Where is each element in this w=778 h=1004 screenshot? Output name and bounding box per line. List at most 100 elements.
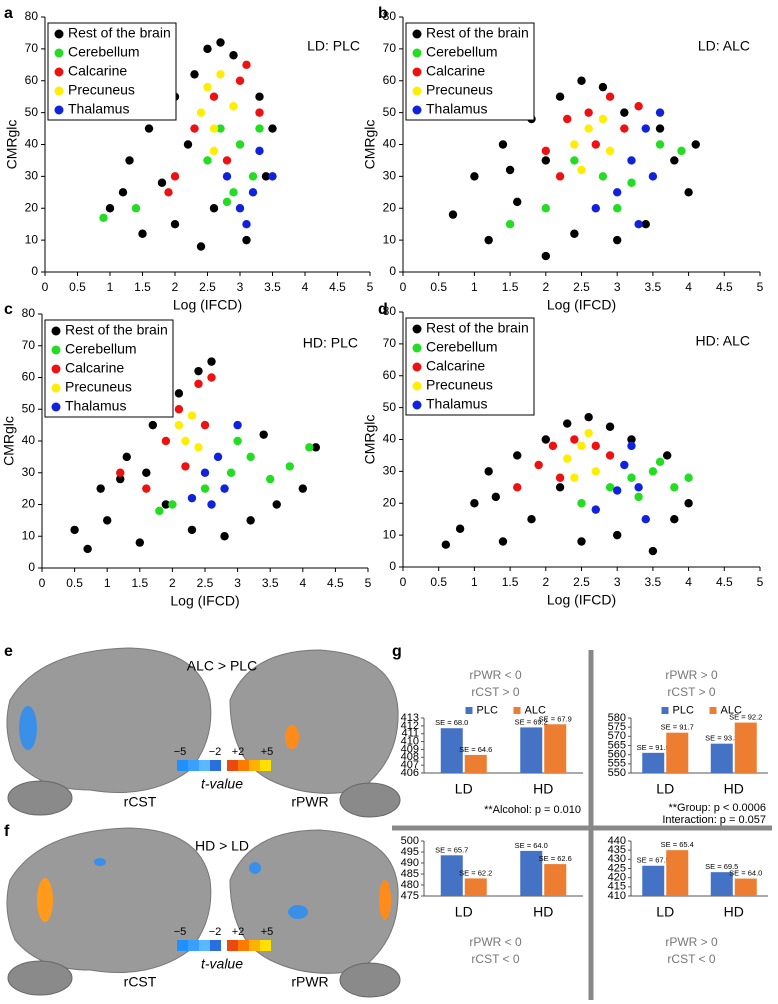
y-tick-label: 40 bbox=[22, 433, 36, 447]
point bbox=[183, 140, 193, 149]
colorbar bbox=[260, 760, 271, 771]
point bbox=[648, 172, 658, 181]
point bbox=[620, 124, 629, 133]
y-tick-label: 580 bbox=[608, 712, 626, 724]
annotation: LD: PLC bbox=[307, 38, 360, 54]
point bbox=[563, 419, 572, 428]
bar bbox=[710, 743, 733, 773]
point bbox=[161, 500, 171, 509]
y-tick-label: 10 bbox=[383, 232, 397, 246]
point bbox=[222, 172, 232, 181]
colorbar bbox=[260, 940, 271, 951]
bar bbox=[544, 864, 567, 896]
colorbar bbox=[249, 760, 260, 771]
x-tick-label: 2 bbox=[169, 576, 176, 590]
point bbox=[584, 108, 593, 117]
point bbox=[584, 428, 593, 438]
x-tick-label: HD bbox=[724, 781, 744, 797]
legend-label: Cerebellum bbox=[426, 339, 498, 355]
point bbox=[255, 92, 264, 101]
point bbox=[598, 114, 608, 124]
annotation: LD: ALC bbox=[698, 38, 750, 54]
point bbox=[577, 441, 586, 451]
x-tick-label: 5 bbox=[757, 575, 764, 589]
colorbar-tick: +5 bbox=[261, 926, 274, 938]
point bbox=[605, 92, 615, 101]
y-tick-label: 50 bbox=[383, 105, 397, 119]
bar bbox=[710, 872, 733, 896]
x-tick-label: 4 bbox=[302, 280, 309, 294]
y-tick-label: 10 bbox=[22, 528, 36, 542]
x-tick-label: 1.5 bbox=[502, 280, 519, 294]
annotation: HD: PLC bbox=[303, 335, 358, 351]
subplot-title: rPWR > 0 bbox=[665, 935, 718, 949]
point bbox=[203, 44, 212, 54]
point bbox=[174, 420, 184, 430]
y-tick-label: 420 bbox=[608, 872, 626, 884]
point bbox=[181, 436, 190, 446]
y-tick-label: 0 bbox=[389, 559, 396, 573]
x-tick-label: 5 bbox=[365, 576, 372, 590]
y-tick-label: 60 bbox=[383, 368, 397, 382]
legend-marker bbox=[412, 362, 422, 372]
panel-label: g bbox=[392, 643, 402, 660]
y-tick-label: 40 bbox=[25, 137, 39, 151]
x-tick-label: 0.5 bbox=[69, 280, 86, 294]
bar bbox=[544, 724, 567, 773]
y-tick-label: 50 bbox=[25, 105, 39, 119]
y-tick-label: 409 bbox=[401, 743, 419, 755]
colorbar bbox=[227, 760, 238, 771]
bar-annotation: SE = 67.5 bbox=[637, 856, 670, 865]
point bbox=[613, 486, 622, 495]
point bbox=[548, 441, 558, 451]
x-tick-label: 4 bbox=[299, 576, 306, 590]
bar-annotation: SE = 93.3 bbox=[705, 734, 738, 743]
y-tick-label: 30 bbox=[25, 169, 39, 183]
legend-label: Thalamus bbox=[426, 396, 487, 412]
point bbox=[670, 483, 679, 492]
colorbar bbox=[188, 940, 199, 951]
bar-annotation: SE = 65.4 bbox=[661, 840, 694, 849]
point bbox=[194, 366, 203, 376]
point bbox=[613, 204, 622, 213]
y-tick-label: 435 bbox=[608, 844, 626, 856]
point bbox=[144, 124, 154, 133]
x-tick-label: 0 bbox=[400, 575, 407, 589]
point bbox=[235, 140, 245, 149]
y-tick-label: 30 bbox=[22, 465, 36, 479]
bar-annotation: SE = 62.6 bbox=[539, 854, 572, 863]
subplot-title: rCST > 0 bbox=[471, 685, 519, 699]
x-axis-label: Log (IFCD) bbox=[170, 593, 239, 609]
y-tick-label: 490 bbox=[401, 857, 419, 869]
bar bbox=[642, 865, 665, 896]
bar bbox=[464, 878, 487, 896]
point bbox=[203, 82, 212, 92]
y-tick-label: 550 bbox=[608, 767, 626, 779]
point bbox=[138, 229, 147, 238]
panel-label: f bbox=[4, 823, 10, 840]
x-tick-label: 1 bbox=[471, 280, 478, 294]
point bbox=[605, 451, 615, 460]
subplot-title: rPWR < 0 bbox=[469, 668, 522, 682]
point bbox=[118, 188, 128, 197]
point bbox=[216, 124, 225, 133]
point bbox=[255, 108, 264, 117]
panel-label: b bbox=[378, 5, 388, 22]
point bbox=[174, 405, 184, 414]
point bbox=[248, 188, 258, 197]
x-tick-label: HD bbox=[533, 904, 553, 920]
y-tick-label: 70 bbox=[383, 41, 397, 55]
point bbox=[209, 92, 219, 101]
colorbar bbox=[199, 760, 210, 771]
legend-label: Rest of the brain bbox=[426, 25, 529, 41]
x-tick-label: 2 bbox=[542, 280, 549, 294]
point bbox=[259, 430, 268, 439]
point bbox=[207, 500, 216, 509]
legend-box bbox=[47, 22, 177, 121]
point bbox=[577, 537, 586, 546]
legend-marker bbox=[412, 67, 422, 77]
bar-annotation: SE = 91.9 bbox=[637, 743, 670, 752]
bar-annotation: SE = 92.2 bbox=[729, 713, 762, 722]
point bbox=[677, 146, 686, 156]
brain-label: rPWR bbox=[291, 974, 328, 990]
